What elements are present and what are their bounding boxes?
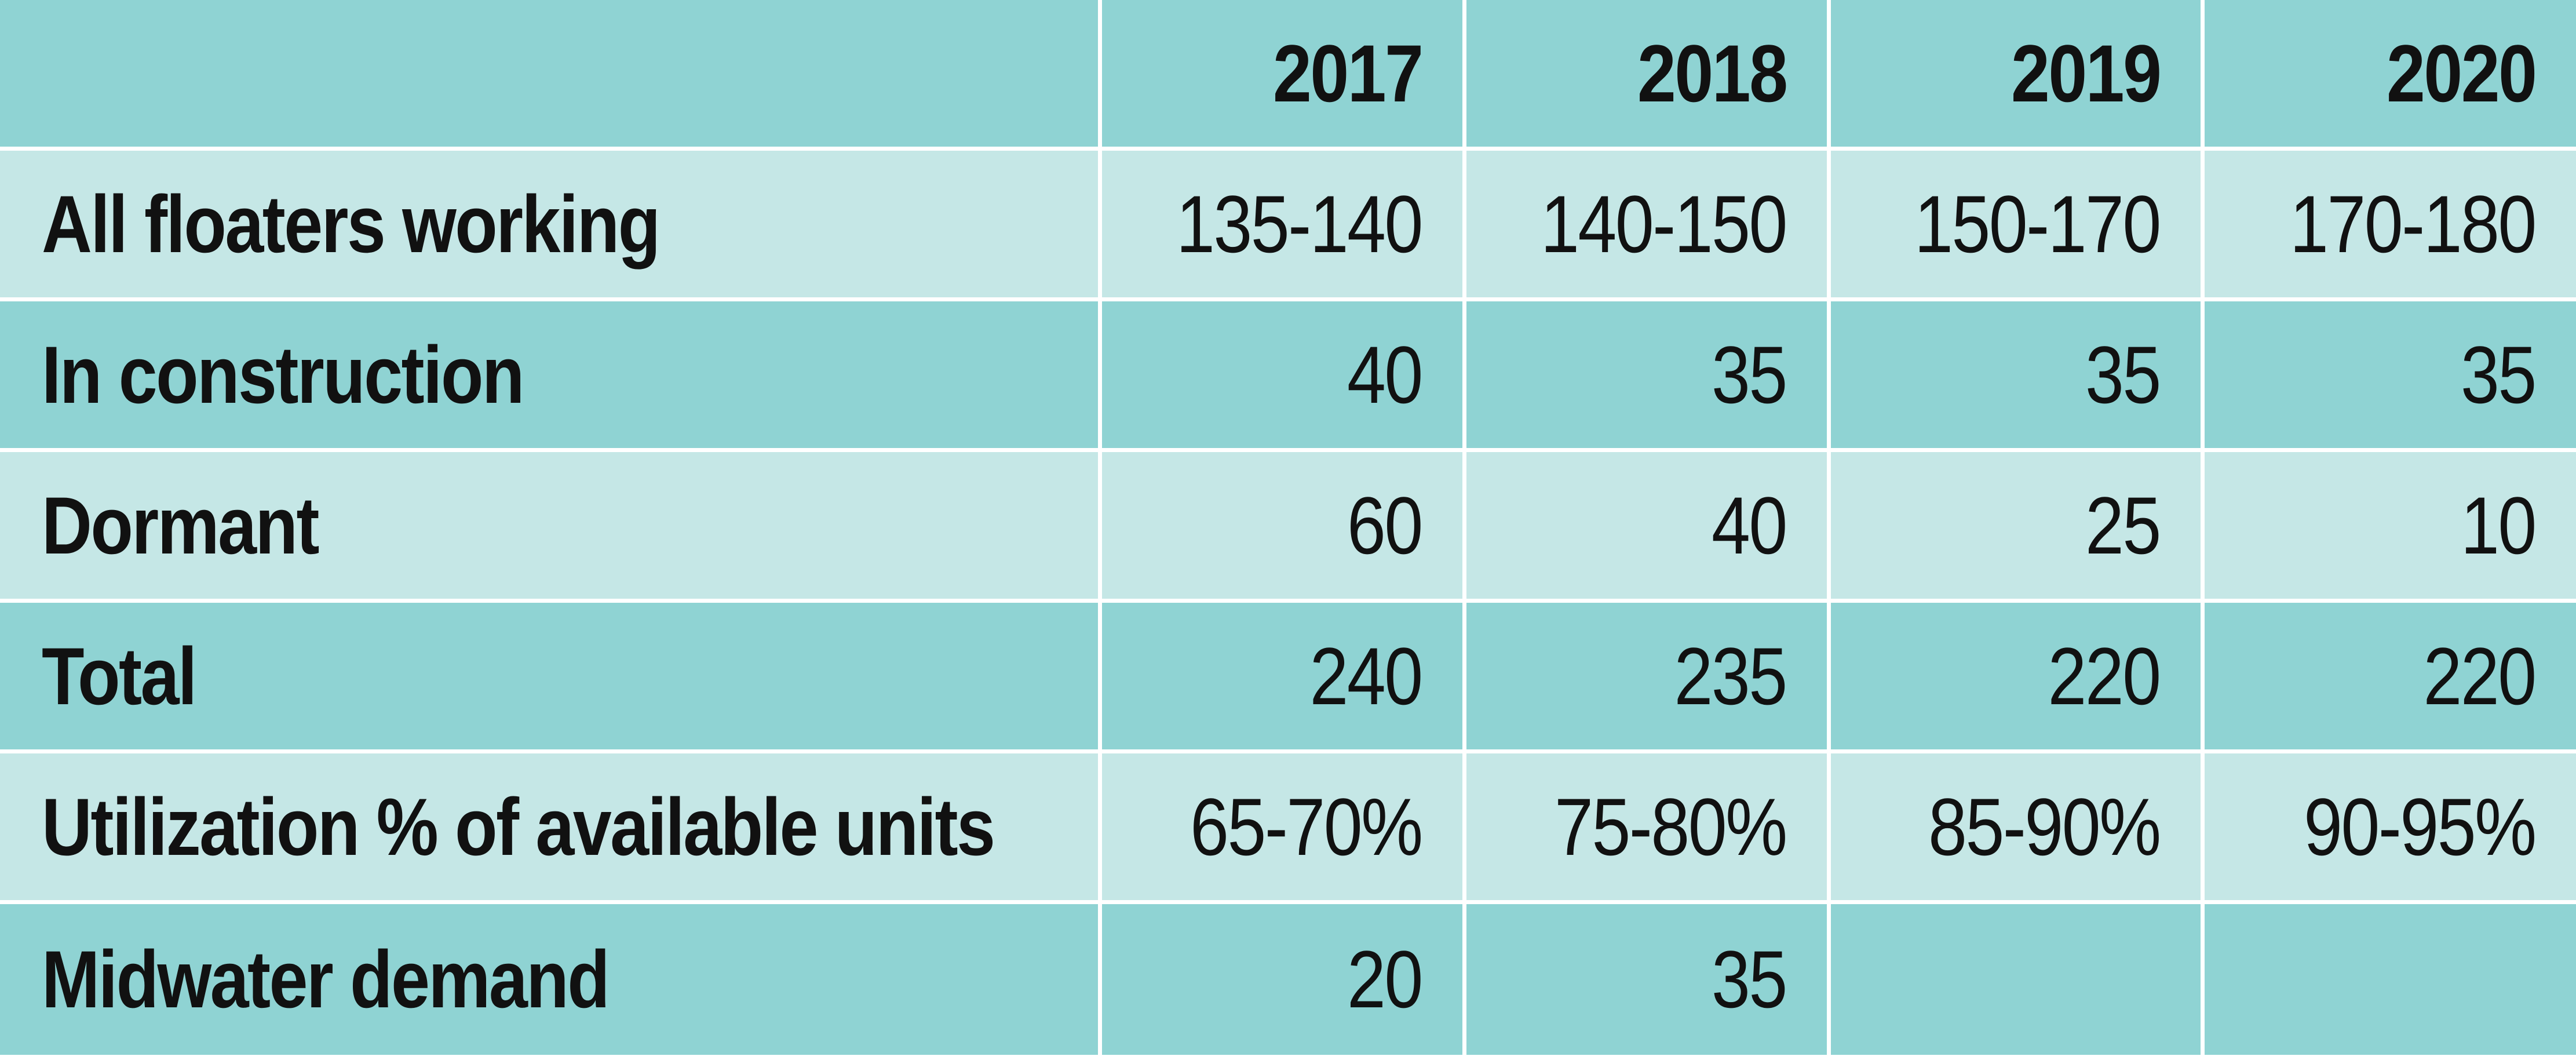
table-cell: 35 — [1466, 904, 1831, 1055]
header-2017: 2017 — [1102, 0, 1466, 151]
table-cell: 40 — [1466, 452, 1831, 603]
row-label-utilization: Utilization % of available units — [0, 753, 1102, 904]
table-cell: 90-95% — [2205, 753, 2576, 904]
table-cell: 65-70% — [1102, 753, 1466, 904]
table-cell: 75-80% — [1466, 753, 1831, 904]
header-corner — [0, 0, 1102, 151]
table-cell: 240 — [1102, 603, 1466, 753]
table-cell: 85-90% — [1831, 753, 2205, 904]
table-cell: 135-140 — [1102, 151, 1466, 301]
row-label-total: Total — [0, 603, 1102, 753]
table-cell: 170-180 — [2205, 151, 2576, 301]
table-cell: 220 — [1831, 603, 2205, 753]
table-cell: 150-170 — [1831, 151, 2205, 301]
row-label-in-construction: In construction — [0, 301, 1102, 452]
table-cell: 235 — [1466, 603, 1831, 753]
table-cell: 220 — [2205, 603, 2576, 753]
header-2018: 2018 — [1466, 0, 1831, 151]
table-cell: 10 — [2205, 452, 2576, 603]
table-cell — [2205, 904, 2576, 1055]
header-2020: 2020 — [2205, 0, 2576, 151]
table-cell: 35 — [1831, 301, 2205, 452]
table-cell — [1831, 904, 2205, 1055]
table-cell: 25 — [1831, 452, 2205, 603]
table-cell: 60 — [1102, 452, 1466, 603]
table-cell: 40 — [1102, 301, 1466, 452]
row-label-all-floaters-working: All floaters working — [0, 151, 1102, 301]
row-label-dormant: Dormant — [0, 452, 1102, 603]
table-cell: 140-150 — [1466, 151, 1831, 301]
row-label-midwater-demand: Midwater demand — [0, 904, 1102, 1055]
header-2019: 2019 — [1831, 0, 2205, 151]
table-cell: 20 — [1102, 904, 1466, 1055]
table-cell: 35 — [2205, 301, 2576, 452]
table-cell: 35 — [1466, 301, 1831, 452]
